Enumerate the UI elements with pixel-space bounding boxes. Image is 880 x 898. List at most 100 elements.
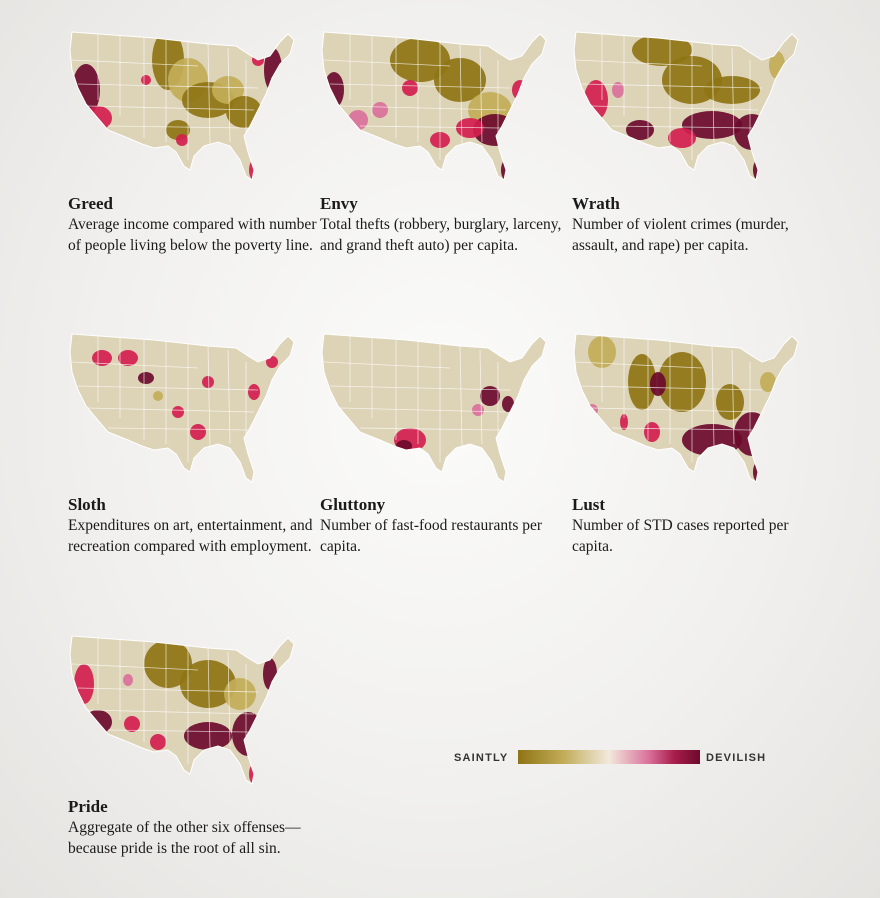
state-border: [71, 59, 199, 67]
region-saintly_light: [769, 51, 785, 79]
region-devilish: [184, 722, 232, 750]
region-red: [73, 412, 83, 428]
region-devilish: [682, 111, 742, 139]
map-sloth: [64, 322, 304, 492]
state-border: [611, 427, 753, 431]
state-border: [591, 105, 759, 111]
region-red: [150, 734, 166, 750]
state-border: [731, 349, 735, 445]
caption-pride: Pride Aggregate of the other six offense…: [68, 796, 318, 859]
region-saintly_light: [760, 372, 776, 392]
choropleth-wrath: [573, 31, 799, 181]
choropleth-greed: [69, 31, 295, 181]
state-border: [581, 385, 763, 391]
map-gluttony: [316, 322, 556, 492]
map-description: Total thefts (robbery, burglary, larceny…: [320, 216, 562, 254]
state-border: [479, 47, 483, 143]
state-border: [77, 687, 259, 693]
region-red: [620, 414, 628, 430]
region-red: [456, 118, 484, 138]
color-legend: SAINTLY DEVILISH: [454, 748, 774, 772]
state-border: [359, 125, 501, 129]
region-saintly_light: [212, 76, 244, 104]
caption-wrath: Wrath Number of violent crimes (murder, …: [572, 193, 822, 256]
state-border: [87, 105, 255, 111]
region-devilish: [502, 396, 514, 412]
region-devilish: [480, 386, 500, 406]
caption-sloth: Sloth Expenditures on art, entertainment…: [68, 494, 318, 557]
caption-greed: Greed Average income compared with numbe…: [68, 193, 318, 256]
state-border: [575, 361, 703, 369]
region-saintly_light: [153, 391, 163, 401]
region-saintly: [144, 640, 192, 688]
map-pride: [64, 624, 304, 794]
us-outline: [321, 333, 547, 483]
region-pink: [472, 404, 484, 416]
caption-lust: Lust Number of STD cases reported per ca…: [572, 494, 822, 557]
caption-gluttony: Gluttony Number of fast-food restaurants…: [320, 494, 570, 557]
region-devilish: [324, 72, 344, 108]
choropleth-sloth: [69, 333, 295, 483]
region-saintly: [704, 76, 760, 104]
region-red: [124, 716, 140, 732]
state-border: [731, 47, 735, 143]
state-border: [227, 651, 231, 747]
choropleth-lust: [573, 333, 799, 483]
state-border: [107, 427, 249, 431]
state-border: [323, 59, 451, 67]
legend-low-label: SAINTLY: [454, 752, 509, 764]
region-devilish: [734, 412, 770, 456]
state-border: [591, 407, 759, 413]
region-red: [190, 424, 206, 440]
map-description: Number of violent crimes (murder, assaul…: [572, 216, 789, 254]
state-border: [359, 427, 501, 431]
caption-envy: Envy Total thefts (robbery, burglary, la…: [320, 193, 570, 256]
region-saintly: [632, 34, 692, 66]
region-devilish: [138, 372, 154, 384]
state-border: [227, 47, 231, 143]
map-description: Expenditures on art, entertainment, and …: [68, 517, 313, 555]
region-saintly_light: [224, 678, 256, 710]
map-title: Lust: [572, 495, 606, 514]
us-outline: [573, 333, 799, 483]
map-description: Number of fast-food restaurants per capi…: [320, 517, 543, 555]
region-devilish: [264, 48, 282, 92]
map-title: Pride: [68, 797, 108, 816]
region-pink: [372, 102, 388, 118]
state-border: [611, 125, 753, 129]
us-outline: [69, 635, 295, 785]
map-description: Average income compared with number of p…: [68, 216, 317, 254]
region-devilish: [263, 658, 277, 690]
legend-high-label: DEVILISH: [706, 752, 767, 764]
us-outline: [321, 31, 547, 181]
map-title: Gluttony: [320, 495, 386, 514]
us-outline: [69, 31, 295, 181]
us-outline: [69, 333, 295, 483]
state-border: [107, 729, 249, 733]
region-red: [644, 422, 660, 442]
region-devilish: [626, 120, 654, 140]
map-wrath: [568, 20, 808, 190]
map-title: Envy: [320, 194, 358, 213]
legend-gradient-bar: [518, 750, 700, 764]
map-title: Wrath: [572, 194, 620, 213]
state-border: [227, 349, 231, 445]
state-border: [581, 83, 763, 89]
region-pink: [612, 82, 624, 98]
state-border: [77, 83, 259, 89]
map-description: Aggregate of the other six offenses—beca…: [68, 819, 301, 857]
state-border: [107, 125, 249, 129]
region-red: [118, 350, 138, 366]
map-description: Number of STD cases reported per capita.: [572, 517, 789, 555]
state-border: [71, 361, 199, 369]
region-red: [176, 134, 188, 146]
state-border: [575, 59, 703, 67]
state-border: [323, 361, 451, 369]
region-red: [74, 664, 94, 704]
choropleth-envy: [321, 31, 547, 181]
region-red: [92, 350, 112, 366]
us-outline: [573, 31, 799, 181]
region-red: [668, 128, 696, 148]
region-red: [172, 406, 184, 418]
region-red: [202, 376, 214, 388]
